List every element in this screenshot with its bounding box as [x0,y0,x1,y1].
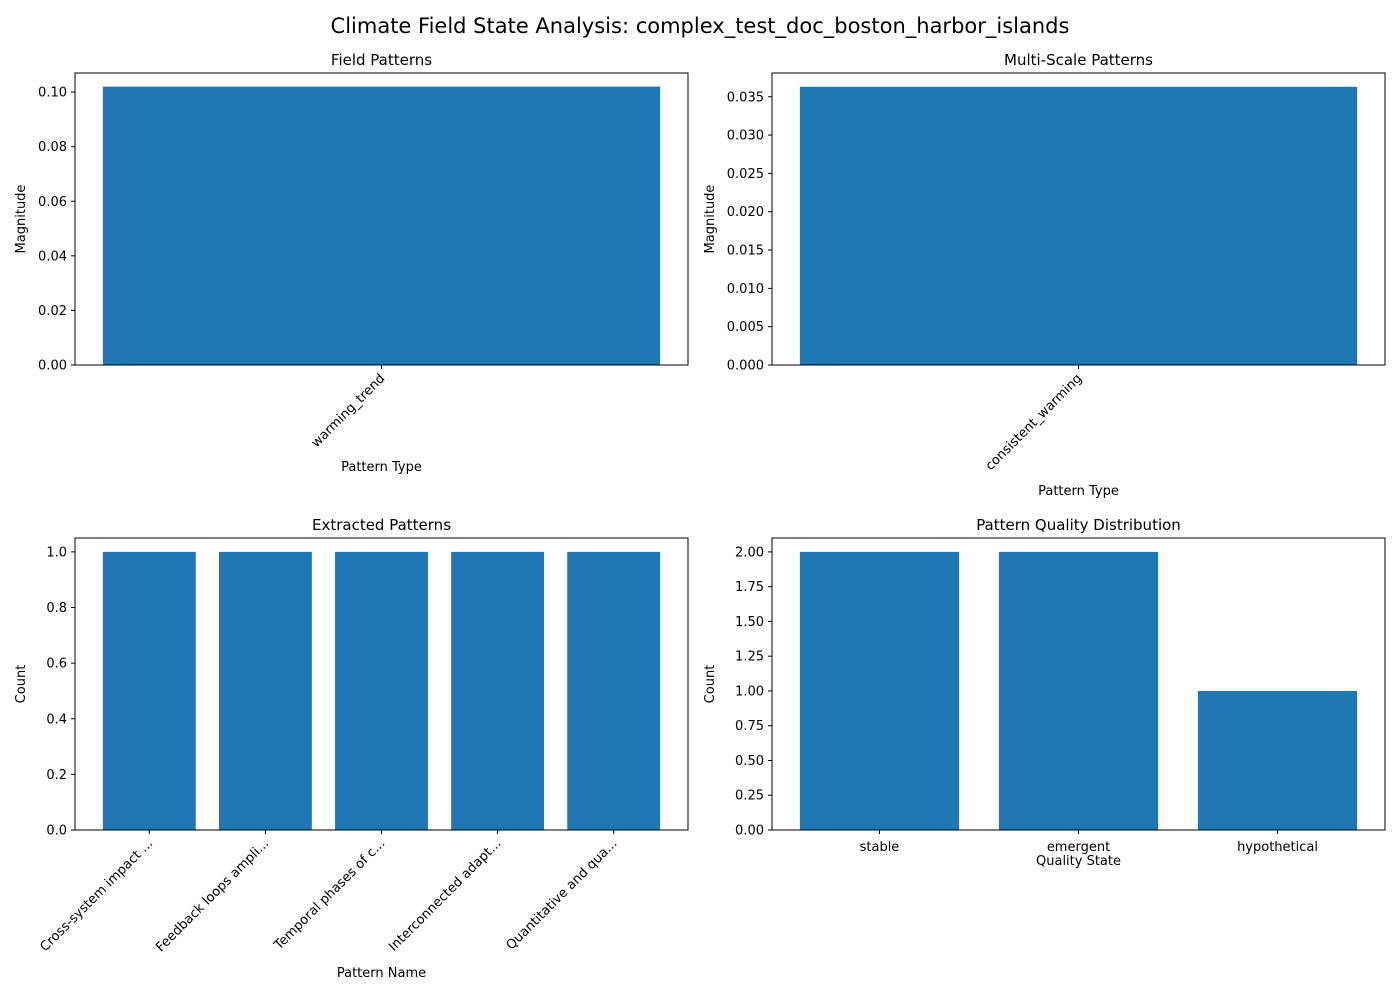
y-tick-label: 0.0 [46,824,67,839]
subplot-title: Multi-Scale Patterns [1004,51,1153,69]
x-axis-label: Pattern Type [341,460,422,475]
y-axis-label: Magnitude [14,185,29,254]
y-tick-label: 2.00 [735,545,764,560]
subplot-3: 0.0 0.2 0.4 0.6 0.8 1.0 Cross-system impact ..… [14,516,689,981]
x-tick-label: stable [860,840,900,855]
y-tick-label: 0.8 [46,601,67,616]
x-tick-label: consistent_warming [983,371,1085,473]
bar-1 [102,551,196,830]
y-tick-label: 0.02 [38,304,67,319]
y-tick-label: 0.015 [727,244,764,259]
bar-5 [567,551,661,830]
y-tick-label: 0.6 [46,657,67,672]
y-tick-label: 0.035 [727,90,764,105]
bar-3 [335,551,428,830]
subplot-2: 0.000 0.005 0.010 0.015 0.020 0.025 0.030 0.035… [703,51,1386,499]
bar-4 [451,551,545,830]
y-tick-label: 0.2 [46,768,67,783]
x-tick-label: Interconnected adapt... [386,836,504,954]
y-tick-label: 1.75 [735,580,764,595]
subplot-4: 0.00 0.25 0.50 0.75 1.00 1.25 1.50 1.75 2.00 stab… [703,516,1386,869]
y-tick-label: 0.04 [38,249,67,264]
x-tick-label: Temporal phases of c... [271,836,388,953]
x-tick-label: Cross-system impact ... [38,836,157,955]
subplot-title: Field Patterns [331,51,432,69]
x-axis-label: Pattern Type [1038,484,1119,499]
y-tick-label: 0.030 [727,129,764,144]
y-tick-label: 1.00 [735,684,764,699]
y-tick-label: 0.010 [727,282,764,297]
y-tick-label: 0.75 [735,719,764,734]
bar-2 [998,551,1159,830]
figure-title: Climate Field State Analysis: complex_te… [330,14,1070,38]
x-axis-label: Quality State [1036,854,1121,869]
x-tick-label: emergent [1047,840,1110,855]
y-axis-label: Magnitude [703,185,718,254]
y-tick-label: 0.50 [735,754,764,769]
y-axis-label: Count [703,665,718,704]
x-axis-label: Pattern Name [337,966,426,981]
y-tick-label: 1.25 [735,650,764,665]
y-tick-label: 0.06 [38,195,67,210]
x-tick-label: Quantitative and qua... [504,836,621,953]
bar-3 [1197,690,1358,830]
y-axis-label: Count [14,665,29,704]
x-tick-label: warming_trend [309,371,389,451]
y-tick-label: 0.020 [727,205,764,220]
y-tick-label: 0.025 [727,167,764,182]
y-tick-label: 0.10 [38,86,67,101]
y-tick-label: 0.4 [46,712,67,727]
y-tick-label: 1.0 [46,545,67,560]
y-tick-label: 0.00 [735,824,764,839]
y-tick-label: 0.00 [38,359,67,374]
y-tick-label: 0.08 [38,140,67,155]
subplot-title: Pattern Quality Distribution [976,516,1181,534]
x-tick-label: Feedback loops ampli... [153,836,272,955]
bar-1 [799,551,960,830]
x-tick-label: hypothetical [1237,840,1318,855]
bar-2 [218,551,312,830]
bar-1 [799,86,1358,365]
y-tick-label: 0.25 [735,789,764,804]
y-tick-label: 0.005 [727,320,764,335]
bar-1 [102,86,661,365]
subplot-1: 0.00 0.02 0.04 0.06 0.08 0.10 warming_trend Fie… [14,51,689,475]
subplot-title: Extracted Patterns [312,516,451,534]
y-tick-label: 1.50 [735,615,764,630]
y-tick-label: 0.000 [727,359,764,374]
